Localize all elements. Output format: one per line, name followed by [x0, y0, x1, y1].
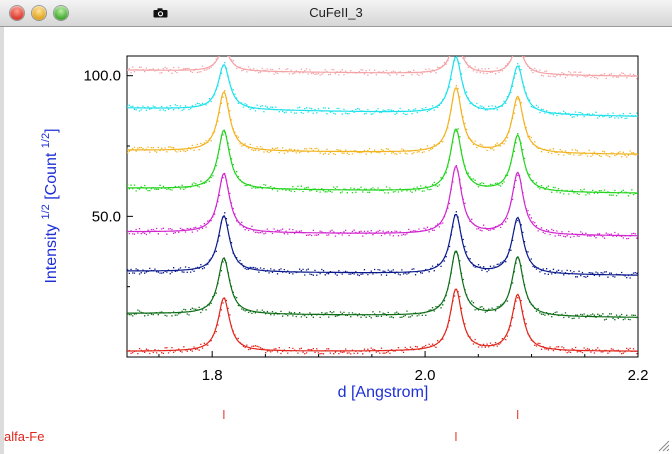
series-4: [127, 165, 638, 240]
resize-grip-icon[interactable]: [656, 438, 670, 452]
x-tick-label-1: 1.8: [202, 367, 223, 384]
plot-frame: [126, 55, 639, 358]
camera-icon[interactable]: [153, 8, 168, 18]
series-3-observed-points: [127, 211, 638, 279]
series-layer: [127, 56, 638, 355]
phase-label: alfa-Fe: [4, 429, 45, 444]
series-4-fit-line: [127, 166, 638, 237]
series-6: [127, 85, 638, 158]
phase-tick-layer: [223, 410, 519, 441]
series-8: [127, 56, 638, 80]
series-2-observed-points: [127, 251, 638, 321]
series-1: [127, 288, 638, 355]
series-5-fit-line: [127, 128, 638, 194]
x-tick-label-3: 2.2: [628, 367, 649, 384]
close-button-icon[interactable]: [10, 6, 24, 20]
window-title: CuFeII_3: [309, 5, 363, 20]
x-axis-label: d [Angstrom]: [338, 384, 429, 401]
axis-layer: 1.8 2.0 2.2 50.0 100.0: [83, 68, 648, 384]
window-left-edge: [0, 27, 4, 454]
series-7-fit-line: [127, 56, 638, 117]
series-3: [127, 211, 638, 279]
zoom-button-icon[interactable]: [54, 6, 68, 20]
series-7: [127, 56, 638, 120]
y-axis-label: Intensity 1/2 [Count 1/2]: [40, 128, 60, 283]
series-5: [127, 128, 638, 197]
series-7-observed-points: [127, 56, 638, 120]
series-6-fit-line: [127, 87, 638, 155]
y-tick-label-2: 100.0: [83, 68, 121, 85]
series-6-observed-points: [127, 85, 638, 158]
series-5-observed-points: [127, 128, 638, 197]
series-4-observed-points: [127, 165, 638, 240]
series-3-fit-line: [127, 214, 638, 276]
y-tick-label-1: 50.0: [92, 208, 121, 225]
title-bar[interactable]: CuFeII_3: [0, 0, 672, 27]
series-2-fit-line: [127, 250, 638, 318]
series-2: [127, 250, 638, 321]
series-8-observed-points: [127, 56, 638, 80]
series-8-fit-line: [127, 56, 638, 77]
minimize-button-icon[interactable]: [32, 6, 46, 20]
series-1-fit-line: [127, 288, 638, 352]
series-1-observed-points: [127, 288, 638, 355]
x-tick-label-2: 2.0: [415, 367, 436, 384]
